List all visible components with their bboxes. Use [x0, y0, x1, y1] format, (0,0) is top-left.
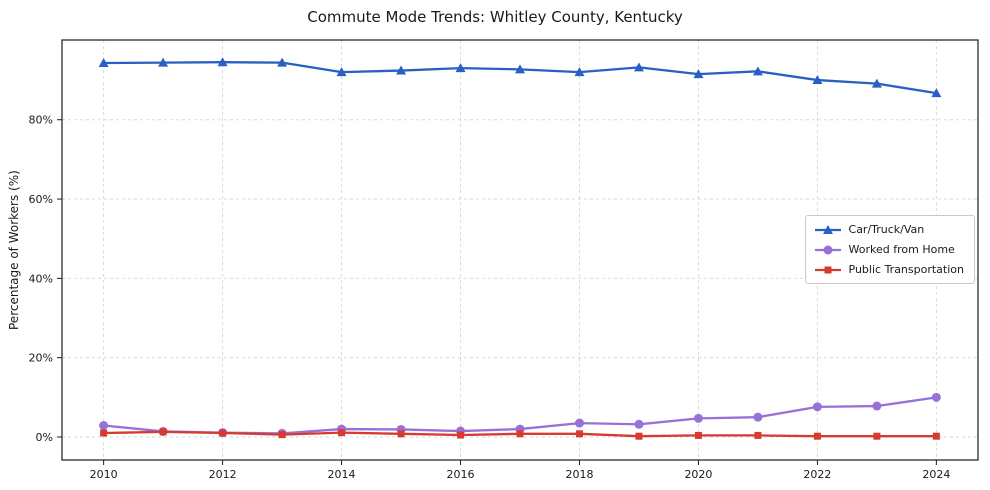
y-tick-label: 20%: [29, 352, 53, 365]
x-tick-label: 2016: [447, 468, 475, 481]
data-point-marker-public-transportation: [932, 432, 940, 440]
data-point-marker-car-truck-van: [812, 75, 823, 85]
x-tick-label: 2024: [922, 468, 950, 481]
data-point-marker-car-truck-van: [396, 65, 407, 75]
y-tick-label: 80%: [29, 114, 53, 127]
legend-item-car-truck-van: Car/Truck/Van: [814, 223, 964, 236]
data-point-marker-public-transportation: [575, 430, 583, 438]
data-point-marker-public-transportation: [873, 432, 881, 440]
data-point-marker-public-transportation: [457, 431, 465, 439]
data-point-marker-car-truck-van: [277, 57, 288, 67]
legend-label: Public Transportation: [848, 263, 964, 276]
data-point-marker-worked-from-home: [812, 402, 822, 412]
data-point-marker-car-truck-van: [98, 58, 109, 68]
data-point-marker-public-transportation: [219, 429, 227, 437]
data-point-marker-public-transportation: [278, 431, 286, 439]
legend-label: Worked from Home: [848, 243, 955, 256]
data-point-marker-public-transportation: [100, 429, 108, 437]
data-point-marker-car-truck-van: [693, 69, 704, 79]
data-point-marker-public-transportation: [516, 430, 524, 438]
data-point-marker-public-transportation: [338, 429, 346, 437]
data-point-marker-public-transportation: [813, 432, 821, 440]
data-point-marker-car-truck-van: [574, 67, 585, 77]
data-point-marker-worked-from-home: [753, 412, 763, 422]
legend-marker-icon: [824, 266, 832, 273]
chart-title: Commute Mode Trends: Whitley County, Ken…: [307, 8, 683, 26]
y-tick-label: 0%: [36, 431, 53, 444]
data-point-marker-car-truck-van: [158, 57, 169, 67]
plot-border: [61, 39, 979, 461]
data-point-marker-car-truck-van: [871, 78, 882, 88]
data-point-marker-public-transportation: [159, 428, 167, 436]
legend: Car/Truck/Van Worked from Home Public Tr…: [804, 215, 975, 284]
data-point-marker-car-truck-van: [515, 64, 525, 74]
data-point-marker-worked-from-home: [872, 401, 882, 411]
legend-swatch-line-marker-icon: [814, 224, 841, 234]
data-point-marker-worked-from-home: [574, 418, 584, 428]
data-point-marker-car-truck-van: [455, 63, 466, 73]
legend-swatch-line-marker-icon: [814, 245, 841, 254]
x-tick-label: 2010: [90, 468, 118, 481]
data-point-marker-worked-from-home: [931, 392, 941, 402]
data-point-marker-car-truck-van: [633, 62, 644, 72]
x-tick-label: 2012: [209, 468, 237, 481]
x-tick-label: 2022: [803, 468, 831, 481]
y-tick-label: 60%: [29, 193, 53, 206]
legend-marker-icon: [822, 224, 833, 234]
data-point-marker-worked-from-home: [99, 420, 109, 430]
legend-item-public-transportation: Public Transportation: [814, 263, 964, 276]
data-point-marker-worked-from-home: [634, 419, 644, 429]
data-point-marker-car-truck-van: [217, 57, 228, 67]
data-point-marker-car-truck-van: [752, 66, 763, 76]
x-tick-label: 2014: [328, 468, 356, 481]
data-point-marker-public-transportation: [635, 432, 643, 440]
legend-swatch-line-marker-icon: [814, 266, 841, 273]
data-point-marker-car-truck-van: [931, 88, 942, 98]
legend-label: Car/Truck/Van: [848, 223, 925, 236]
y-tick-label: 40%: [29, 272, 53, 285]
data-point-marker-public-transportation: [397, 430, 405, 438]
x-tick-label: 2020: [684, 468, 712, 481]
legend-item-worked-from-home: Worked from Home: [814, 243, 964, 256]
x-tick-label: 2018: [565, 468, 593, 481]
data-point-marker-worked-from-home: [693, 413, 703, 423]
data-point-marker-public-transportation: [754, 431, 762, 439]
legend-marker-icon: [823, 245, 833, 254]
data-point-marker-public-transportation: [694, 431, 702, 439]
data-point-marker-car-truck-van: [336, 67, 347, 77]
